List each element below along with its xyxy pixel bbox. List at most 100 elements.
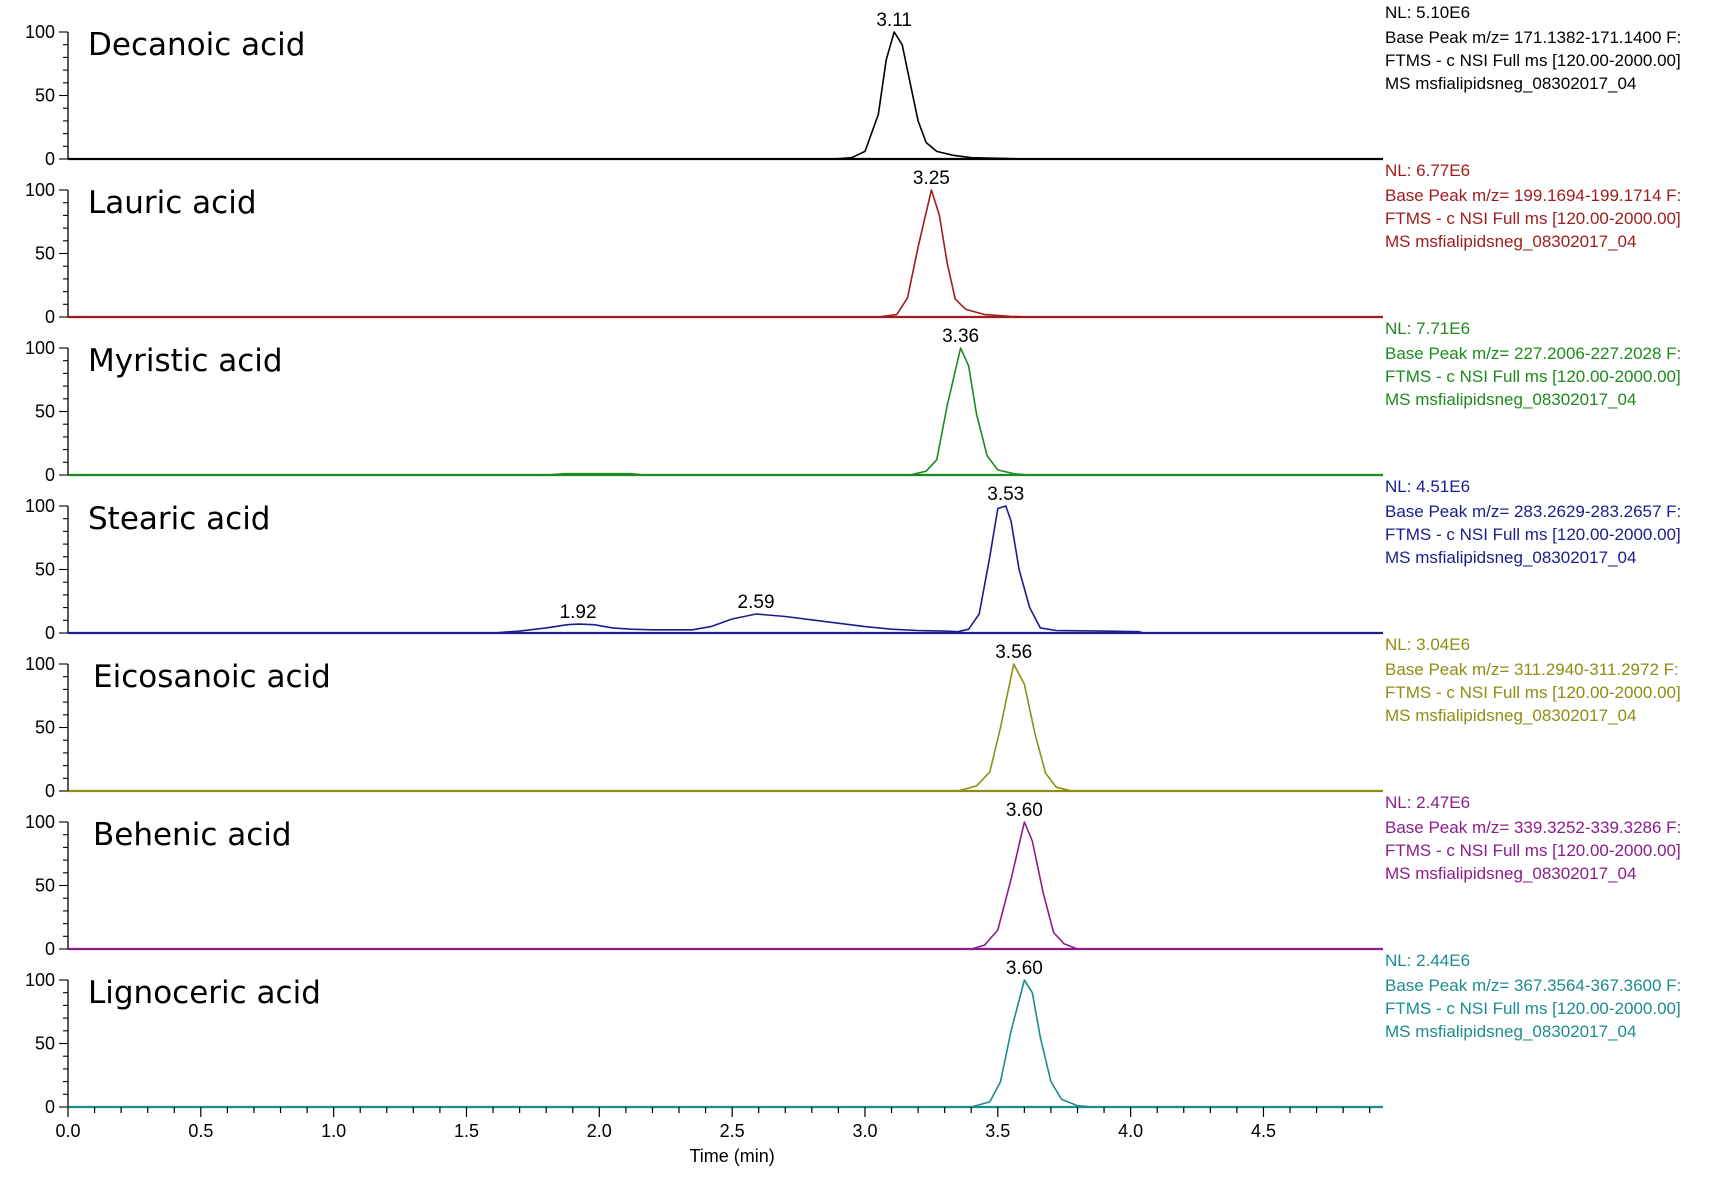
- x-tick-label: 2.0: [587, 1121, 612, 1141]
- normalization-level: NL: 7.71E6: [1385, 319, 1470, 338]
- y-tick-label: 0: [45, 307, 55, 327]
- scan-filter-line: FTMS - c NSI Full ms [120.00-2000.00]: [1385, 51, 1681, 70]
- peak-retention-label: 3.56: [995, 642, 1032, 663]
- scan-filter-line: MS msfialipidsneg_08302017_04: [1385, 864, 1636, 883]
- normalization-level: NL: 2.44E6: [1385, 951, 1470, 970]
- normalization-level: NL: 6.77E6: [1385, 161, 1470, 180]
- y-tick-label: 50: [35, 402, 55, 422]
- compound-name: Lignoceric acid: [88, 975, 321, 1011]
- y-tick-label: 100: [25, 812, 55, 832]
- scan-info-block: NL: 6.77E6 Base Peak m/z= 199.1694-199.17…: [1385, 161, 1681, 251]
- y-tick-label: 100: [25, 970, 55, 990]
- scan-info-block: NL: 4.51E6 Base Peak m/z= 283.2629-283.26…: [1385, 477, 1681, 567]
- scan-filter-line: Base Peak m/z= 367.3564-367.3600 F:: [1385, 976, 1681, 995]
- peak-retention-label: 3.60: [1006, 800, 1043, 821]
- x-tick-label: 4.0: [1118, 1121, 1143, 1141]
- compound-name: Behenic acid: [93, 817, 292, 853]
- scan-filter-line: FTMS - c NSI Full ms [120.00-2000.00]: [1385, 999, 1681, 1018]
- x-tick-label: 1.0: [321, 1121, 346, 1141]
- peak-retention-label: 3.11: [876, 10, 912, 31]
- scan-info-block: NL: 5.10E6 Base Peak m/z= 171.1382-171.14…: [1385, 3, 1681, 93]
- compound-name: Eicosanoic acid: [93, 659, 331, 695]
- chromatogram-panel: 0 50 100 Lignoceric acid 3.60 NL: 2.44E6 Base …: [25, 951, 1681, 1117]
- y-tick-label: 100: [25, 338, 55, 358]
- x-axis: 0.0 0.5 1.0 1.5 2.0 2.5 3.0 3.5 4.0 4.5 Time (min): [55, 1107, 1371, 1166]
- y-tick-label: 0: [45, 623, 55, 643]
- y-tick-label: 0: [45, 149, 55, 169]
- chromatogram-trace: [68, 347, 1383, 476]
- chromatogram-panel: 0 50 100 Eicosanoic acid 3.56 NL: 3.04E6 Base …: [25, 635, 1681, 801]
- scan-filter-line: Base Peak m/z= 227.2006-227.2028 F:: [1385, 344, 1681, 363]
- normalization-level: NL: 4.51E6: [1385, 477, 1470, 496]
- chromatogram-trace: [68, 979, 1383, 1108]
- chromatogram-trace: [68, 31, 1383, 160]
- y-tick-label: 50: [35, 86, 55, 106]
- scan-filter-line: Base Peak m/z= 311.2940-311.2972 F:: [1385, 660, 1679, 679]
- chromatogram-panel: 0 50 100 Behenic acid 3.60 NL: 2.47E6 Base Pea…: [25, 793, 1681, 959]
- scan-filter-line: Base Peak m/z= 171.1382-171.1400 F:: [1385, 28, 1681, 47]
- scan-info-block: NL: 7.71E6 Base Peak m/z= 227.2006-227.20…: [1385, 319, 1681, 409]
- scan-filter-line: Base Peak m/z= 283.2629-283.2657 F:: [1385, 502, 1681, 521]
- chromatogram-trace: [68, 505, 1383, 634]
- y-tick-label: 100: [25, 496, 55, 516]
- chromatogram-panel: 0 50 100 Myristic acid 3.36 NL: 7.71E6 Base Pe…: [25, 319, 1681, 485]
- scan-filter-line: Base Peak m/z= 199.1694-199.1714 F:: [1385, 186, 1681, 205]
- scan-filter-line: MS msfialipidsneg_08302017_04: [1385, 390, 1636, 409]
- peak-retention-label: 1.92: [560, 602, 597, 623]
- x-tick-label: 1.5: [454, 1121, 479, 1141]
- chromatogram-panel: 0 50 100 Stearic acid 1.92 2.59 3.53 NL: 4.51E6…: [25, 477, 1681, 643]
- scan-filter-line: FTMS - c NSI Full ms [120.00-2000.00]: [1385, 209, 1681, 228]
- normalization-level: NL: 5.10E6: [1385, 3, 1470, 22]
- peak-retention-label: 3.36: [942, 326, 979, 347]
- y-tick-label: 50: [35, 1034, 55, 1054]
- y-tick-label: 0: [45, 465, 55, 485]
- x-tick-label: 3.0: [852, 1121, 877, 1141]
- normalization-level: NL: 3.04E6: [1385, 635, 1470, 654]
- y-tick-label: 0: [45, 1097, 55, 1117]
- scan-filter-line: FTMS - c NSI Full ms [120.00-2000.00]: [1385, 525, 1681, 544]
- scan-filter-line: MS msfialipidsneg_08302017_04: [1385, 74, 1636, 93]
- y-tick-label: 0: [45, 781, 55, 801]
- x-tick-label: 0.5: [188, 1121, 213, 1141]
- compound-name: Stearic acid: [88, 501, 271, 537]
- x-tick-label: 0.0: [55, 1121, 80, 1141]
- x-tick-label: 3.5: [985, 1121, 1010, 1141]
- scan-info-block: NL: 2.44E6 Base Peak m/z= 367.3564-367.36…: [1385, 951, 1681, 1041]
- y-tick-label: 50: [35, 560, 55, 580]
- compound-name: Decanoic acid: [88, 27, 305, 63]
- chromatogram-panel: 0 50 100 Lauric acid 3.25 NL: 6.77E6 Base Peak…: [25, 161, 1681, 327]
- chromatogram-trace: [68, 821, 1383, 950]
- y-tick-label: 100: [25, 654, 55, 674]
- x-axis-title: Time (min): [689, 1146, 774, 1166]
- chromatogram-trace: [68, 189, 1383, 318]
- chromatogram-trace: [68, 663, 1383, 792]
- y-tick-label: 50: [35, 244, 55, 264]
- peak-retention-label: 3.53: [987, 484, 1024, 505]
- normalization-level: NL: 2.47E6: [1385, 793, 1470, 812]
- y-tick-label: 50: [35, 876, 55, 896]
- scan-filter-line: FTMS - c NSI Full ms [120.00-2000.00]: [1385, 367, 1681, 386]
- y-tick-label: 50: [35, 718, 55, 738]
- scan-info-block: NL: 3.04E6 Base Peak m/z= 311.2940-311.29…: [1385, 635, 1681, 725]
- peak-retention-label: 2.59: [738, 592, 775, 613]
- y-tick-label: 100: [25, 22, 55, 42]
- scan-info-block: NL: 2.47E6 Base Peak m/z= 339.3252-339.32…: [1385, 793, 1681, 883]
- x-tick-label: 4.5: [1251, 1121, 1276, 1141]
- peak-retention-label: 3.25: [913, 168, 950, 189]
- peak-retention-label: 3.60: [1006, 958, 1043, 979]
- scan-filter-line: MS msfialipidsneg_08302017_04: [1385, 706, 1636, 725]
- x-tick-label: 2.5: [720, 1121, 745, 1141]
- y-tick-label: 100: [25, 180, 55, 200]
- y-tick-label: 0: [45, 939, 55, 959]
- scan-filter-line: MS msfialipidsneg_08302017_04: [1385, 232, 1636, 251]
- scan-filter-line: Base Peak m/z= 339.3252-339.3286 F:: [1385, 818, 1681, 837]
- compound-name: Myristic acid: [88, 343, 283, 379]
- scan-filter-line: FTMS - c NSI Full ms [120.00-2000.00]: [1385, 841, 1681, 860]
- chromatogram-panel: 0 50 100 Decanoic acid 3.11 NL: 5.10E6 Base Pe…: [25, 3, 1681, 169]
- scan-filter-line: MS msfialipidsneg_08302017_04: [1385, 1022, 1636, 1041]
- scan-filter-line: FTMS - c NSI Full ms [120.00-2000.00]: [1385, 683, 1681, 702]
- scan-filter-line: MS msfialipidsneg_08302017_04: [1385, 548, 1636, 567]
- compound-name: Lauric acid: [88, 185, 257, 221]
